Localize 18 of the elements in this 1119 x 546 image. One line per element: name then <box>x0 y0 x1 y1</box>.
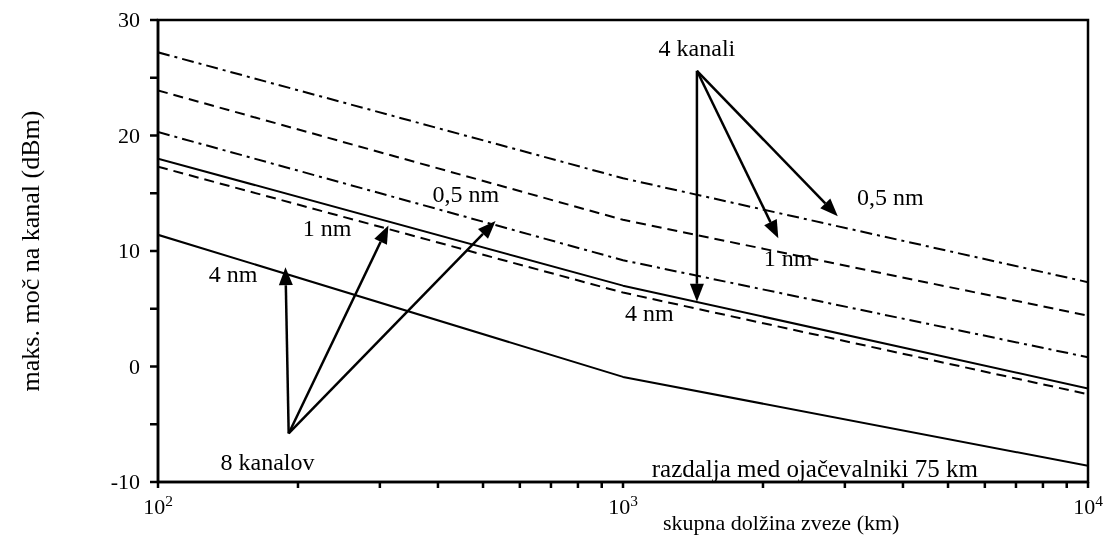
annotation: 4 nm <box>208 261 258 288</box>
annotation: 4 kanali <box>658 34 736 61</box>
y-tick-label: 30 <box>118 7 140 32</box>
x-tick-label: 10$^{4}$ <box>1073 491 1104 519</box>
y-tick-label: 10 <box>118 238 140 263</box>
annotation: 1 nm <box>302 214 352 241</box>
annotation: 4 nm <box>625 300 675 327</box>
x-tick-label: 10$^{3}$ <box>608 491 639 519</box>
y-tick-label: 0 <box>129 353 140 379</box>
annotation: 8 kanalov <box>220 449 315 476</box>
annotation: 0,5 nm <box>432 181 500 208</box>
x-axis-title: skupna dolžina zveze (km) <box>663 510 900 535</box>
annotation: 0,5 nm <box>857 183 925 210</box>
y-axis-title: maks. moč na kanal (dBm) <box>16 110 46 392</box>
x-tick-label: 10$^{2}$ <box>143 491 173 519</box>
annotation: razdalja med ojačevalniki 75 km <box>651 455 979 482</box>
y-tick-label: -10 <box>110 469 140 494</box>
y-tick-label: 20 <box>118 122 140 148</box>
